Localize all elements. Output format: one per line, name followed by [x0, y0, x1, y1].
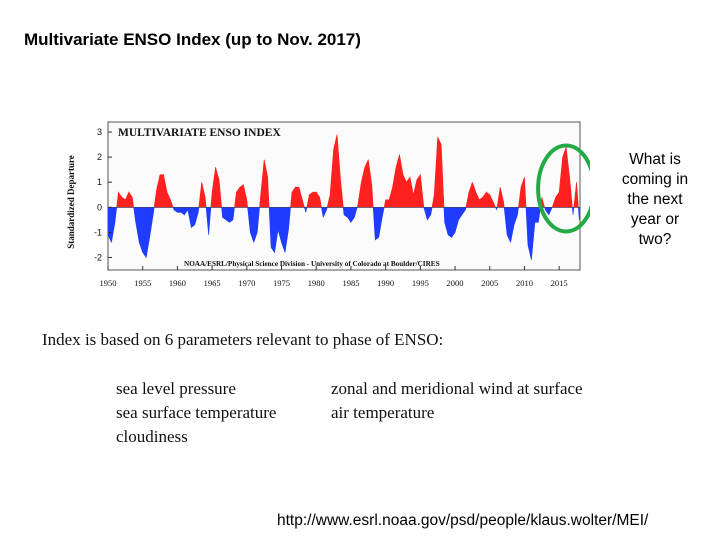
parameter-item: sea level pressure [116, 379, 236, 398]
x-tick-label: 1985 [342, 278, 359, 288]
question-text: What is coming in the next year or two? [621, 151, 689, 248]
chart-title: MULTIVARIATE ENSO INDEX [118, 127, 281, 139]
parameters-left: sea level pressure sea surface temperatu… [116, 377, 276, 449]
x-tick-label: 1980 [308, 278, 325, 288]
plot-frame [107, 121, 581, 271]
x-tick-label: 1955 [134, 278, 151, 288]
source-url[interactable]: http://www.esrl.noaa.gov/psd/people/klau… [277, 512, 649, 529]
y-tick-label: 3 [97, 127, 102, 137]
parameter-item: cloudiness [116, 427, 188, 446]
x-tick-label: 1950 [100, 278, 117, 288]
parameter-item: sea surface temperature [116, 403, 277, 422]
slide-title: Multivariate ENSO Index (up to Nov. 2017… [24, 30, 361, 49]
mei-chart: -2 -1 0 1 2 3 1950 1955 1960 1965 1970 1975 1980 1985… [60, 116, 590, 294]
highlight-circle [536, 143, 590, 234]
x-tick-label: 2005 [481, 278, 498, 288]
chart-credit: NOAA/ESRL/Physical Science Division - Un… [184, 260, 440, 268]
y-tick-label: 1 [97, 177, 102, 187]
parameter-item: air temperature [331, 403, 435, 422]
x-tick-label: 2010 [516, 278, 533, 288]
y-tick-label: 2 [97, 152, 102, 162]
y-axis-label: Standardized Departure [66, 155, 76, 249]
x-tick-label: 2000 [447, 278, 464, 288]
x-tick-label: 1965 [204, 278, 221, 288]
index-description: Index is based on 6 parameters relevant … [42, 330, 444, 349]
x-tick-label: 1970 [238, 278, 255, 288]
x-tick-label: 1990 [377, 278, 394, 288]
mei-chart-svg: -2 -1 0 1 2 3 1950 1955 1960 1965 1970 1975 1980 1985… [66, 121, 590, 288]
x-tick-label: 1975 [273, 278, 290, 288]
y-tick-label: 0 [97, 202, 102, 212]
x-tick-label: 1995 [412, 278, 429, 288]
x-tick-label: 1960 [169, 278, 186, 288]
y-tick-label: -2 [94, 252, 102, 262]
y-tick-label: -1 [94, 227, 102, 237]
x-tick-label: 2015 [551, 278, 568, 288]
parameter-item: zonal and meridional wind at surface [331, 379, 583, 398]
parameters-right: zonal and meridional wind at surface air… [331, 377, 583, 425]
